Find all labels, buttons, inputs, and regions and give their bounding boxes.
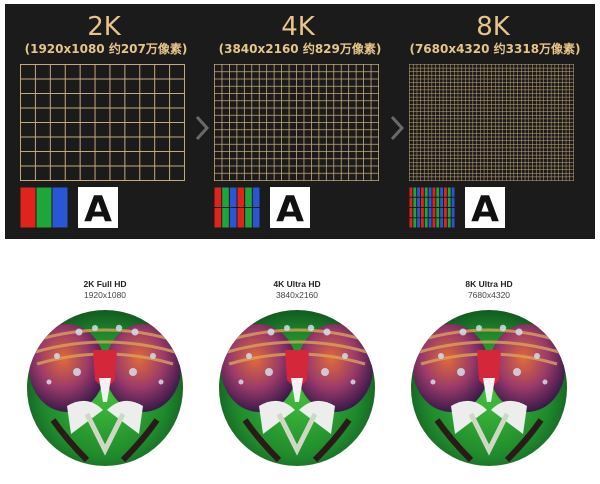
pixel-grid: [214, 64, 379, 181]
comparison-dimensions: 3840x2160: [275, 290, 319, 300]
pixel-grid-lines: [20, 64, 185, 181]
letter-a-glyph: A: [84, 190, 112, 226]
pixel-grid-lines: [214, 64, 379, 181]
letter-sample: A: [78, 187, 118, 228]
resolution-title: 2K: [87, 12, 121, 42]
comparison-label: 8K Ultra HD: [465, 279, 513, 289]
insect-photo-drawing: [411, 310, 567, 466]
chevron-right-icon: [195, 115, 210, 141]
resolution-comparison-panel: 2K (1920x1080 约207万像素) A 4K (3840x2160 约…: [5, 4, 595, 239]
resolution-8k-column: 8K (7680x4320 约3318万像素) A: [409, 4, 589, 239]
letter-a-glyph: A: [471, 190, 499, 226]
letter-sample-text: A: [84, 190, 112, 226]
letter-sample-text: A: [471, 190, 499, 226]
comparison-dimensions: 1920x1080: [83, 290, 127, 300]
photo-comparison-8k: 8K Ultra HD 7680x4320: [404, 275, 574, 480]
letter-a-glyph: A: [276, 190, 304, 226]
resolution-2k-column: 2K (1920x1080 约207万像素) A: [20, 4, 200, 239]
letter-sample: A: [270, 187, 310, 228]
subpixel-swatch: [20, 187, 68, 228]
resolution-title: 4K: [281, 12, 315, 42]
insect-macro-photo: [411, 310, 567, 466]
resolution-subtitle: (3840x2160 约829万像素): [218, 42, 382, 56]
chevron-right-icon: [390, 115, 405, 141]
rgb-subpixel-stripes: [214, 187, 260, 228]
pixel-grid-lines: [409, 64, 574, 181]
subpixel-swatch: [409, 187, 455, 228]
resolution-subtitle: (7680x4320 约3318万像素): [409, 42, 581, 56]
resolution-subtitle: (1920x1080 约207万像素): [24, 42, 188, 56]
pixel-grid: [20, 64, 185, 181]
comparison-dimensions: 7680x4320: [467, 290, 511, 300]
rgb-subpixel-stripes: [20, 187, 68, 228]
letter-sample: A: [465, 187, 505, 228]
subpixel-swatch: [214, 187, 260, 228]
comparison-label: 4K Ultra HD: [273, 279, 321, 289]
letter-sample-text: A: [276, 190, 304, 226]
photo-comparison-4k: 4K Ultra HD 3840x2160: [212, 275, 382, 480]
resolution-4k-column: 4K (3840x2160 约829万像素) A: [214, 4, 394, 239]
insect-photo-drawing: [27, 310, 183, 466]
comparison-label: 2K Full HD: [83, 279, 127, 289]
rgb-subpixel-stripes: [409, 187, 455, 228]
insect-macro-photo: [27, 310, 183, 466]
photo-comparison-2k: 2K Full HD 1920x1080: [20, 275, 190, 480]
pixel-grid: [409, 64, 574, 181]
insect-macro-photo: [219, 310, 375, 466]
resolution-title: 8K: [476, 12, 510, 42]
insect-photo-drawing: [219, 310, 375, 466]
